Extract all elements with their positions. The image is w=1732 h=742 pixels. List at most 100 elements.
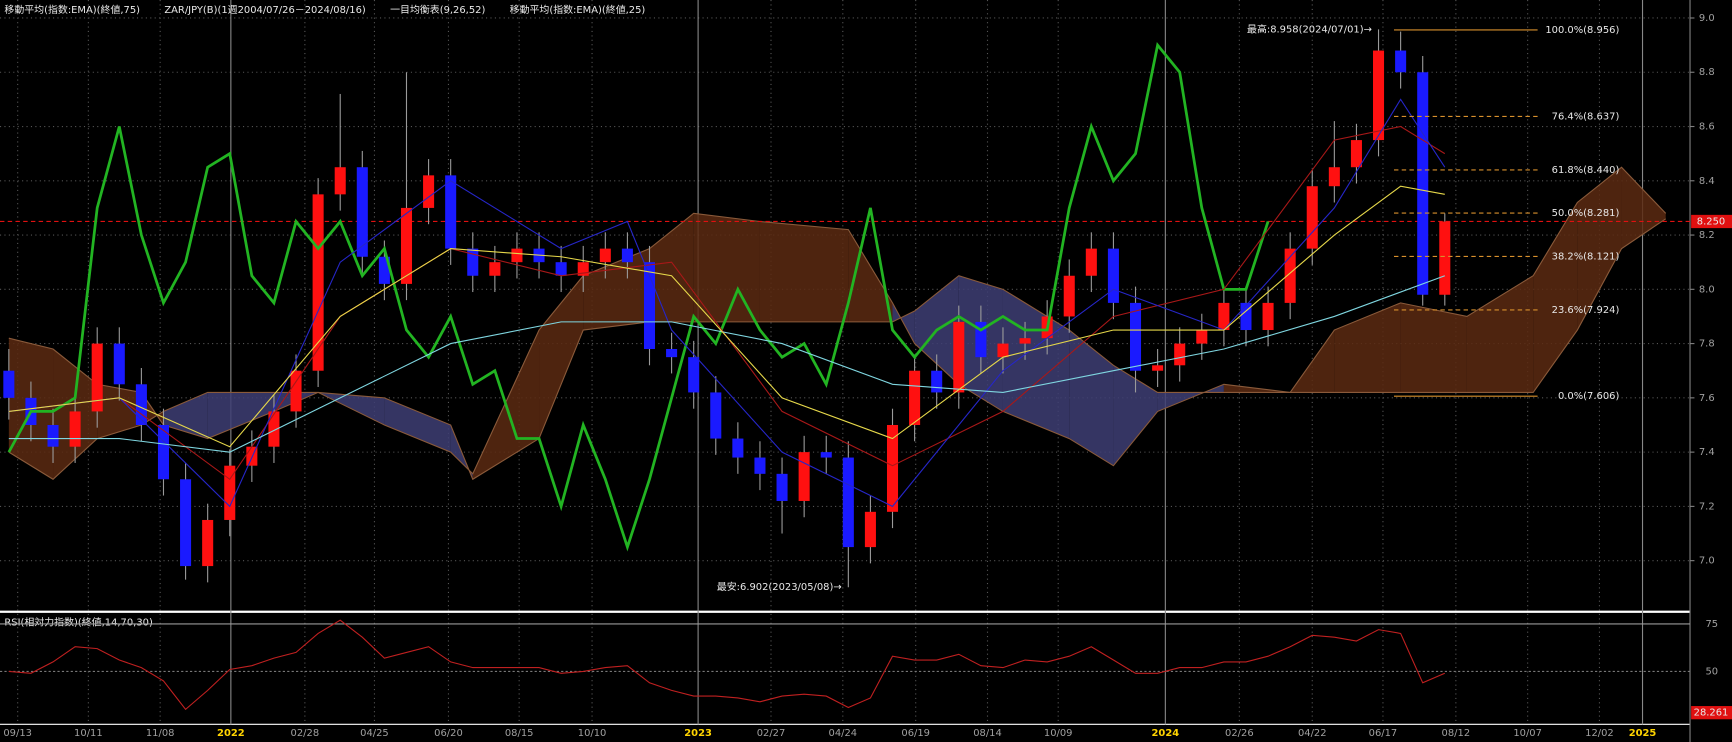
candle-body [1174,343,1186,366]
candle-body [400,207,413,284]
last-price-label: 8.250 [1697,216,1725,227]
fib-label: 50.0%(8.281) [1552,208,1620,219]
x-tick-label: 06/17 [1369,728,1398,739]
x-tick-label: 08/12 [1442,728,1471,739]
candle-body [268,411,280,447]
candle-body [489,262,501,276]
cloud [1334,302,1401,393]
x-tick-label: 08/15 [505,728,534,739]
x-tick-label: 08/14 [973,728,1002,739]
y-tick-label: 7.6 [1699,393,1715,404]
cloud [1069,330,1114,466]
cloud-edge [8,166,1667,475]
candle-body [1417,72,1429,295]
indicator-line [8,98,1446,508]
candle-body [842,457,854,548]
candle-body [886,424,899,512]
candle-body [1439,221,1451,295]
candle-body [47,424,59,447]
candle-body [555,262,567,276]
candle-body [776,473,788,501]
candle-body [356,167,368,257]
cloud [693,213,760,322]
candle-body [975,321,987,358]
x-tick-label: 04/25 [360,728,389,739]
indicator-line [7,41,1270,552]
candle-body [157,424,170,480]
candle-body [3,370,15,398]
y-tick-label: 7.2 [1699,501,1715,512]
x-tick-label: 2024 [1152,728,1180,739]
x-tick-label: 06/19 [901,728,930,739]
candle-body [732,438,744,458]
x-tick-label: 04/22 [1298,728,1327,739]
y-tick-label: 75 [1705,619,1718,630]
candle-body [91,343,103,412]
candle-body [1129,302,1142,371]
candle-body [621,248,633,263]
candle-body [909,370,921,425]
indicator-label: 移動平均(指数:EMA)(終値,25) [510,3,646,16]
x-tick-label: 10/10 [578,728,607,739]
fib-label: 76.4%(8.637) [1552,111,1620,122]
candle-body [820,452,832,458]
candle-body [1218,302,1230,331]
fib-label: 100.0%(8.956) [1545,25,1619,36]
candle-body [643,262,656,350]
candle-body [1019,338,1031,344]
candle-body [467,248,479,276]
candle-body [423,175,435,208]
cloud-edge [8,218,1667,481]
y-tick-label: 8.8 [1699,67,1715,78]
cloud [1621,167,1666,249]
candle-body [1085,248,1097,276]
candle-body [511,248,523,263]
candle-body [666,349,678,358]
x-tick-label: 10/09 [1044,728,1073,739]
x-tick-label: 11/08 [146,728,175,739]
candle-body [378,256,390,284]
y-tick-label: 50 [1705,666,1718,677]
candle-body [798,452,810,501]
candle-body [1306,186,1318,249]
cloud [892,302,915,344]
candle-body [1284,248,1296,303]
candle-body [1152,365,1164,371]
candle-body [1373,50,1385,141]
candle-body [754,457,766,474]
candle-body [246,446,258,466]
fib-label: 38.2%(8.121) [1552,251,1620,262]
indicator-label: ZAR/JPY(B)(1週2004/07/26－2024/08/16) [164,4,366,16]
last-value-box [1691,706,1732,720]
candle-body [1240,302,1252,331]
cloud [207,392,274,439]
last-price-box [1691,214,1732,229]
y-tick-label: 8.0 [1699,284,1715,295]
cloud [97,384,142,439]
fib-label: 61.8%(8.440) [1552,165,1620,176]
cloud [1577,167,1622,331]
candle-body [224,465,236,520]
x-tick-label: 02/27 [757,728,786,739]
low-annotation: 最安:6.902(2023/05/08)→ [717,580,842,593]
candle-body [69,411,81,447]
candle-body [599,248,611,263]
candle-body [202,519,214,567]
cloud [759,221,849,322]
x-tick-label: 09/13 [3,728,32,739]
y-tick-label: 8.6 [1699,122,1715,133]
candle-body [445,175,457,249]
rsi-line [8,619,1446,711]
cloud [384,397,451,453]
indicator-line [8,275,1445,453]
last-value-label: 28.261 [1694,708,1729,719]
candle-body [997,343,1009,358]
candle-body [1395,50,1407,73]
candle-body [577,262,589,276]
x-tick-label: 02/28 [291,728,320,739]
x-tick-label: 12/02 [1585,728,1614,739]
x-tick-label: 06/20 [434,728,463,739]
panel-title: RSI(相対力指数)(終値,14,70,30) [4,616,153,629]
x-tick-label: 2022 [217,728,245,739]
